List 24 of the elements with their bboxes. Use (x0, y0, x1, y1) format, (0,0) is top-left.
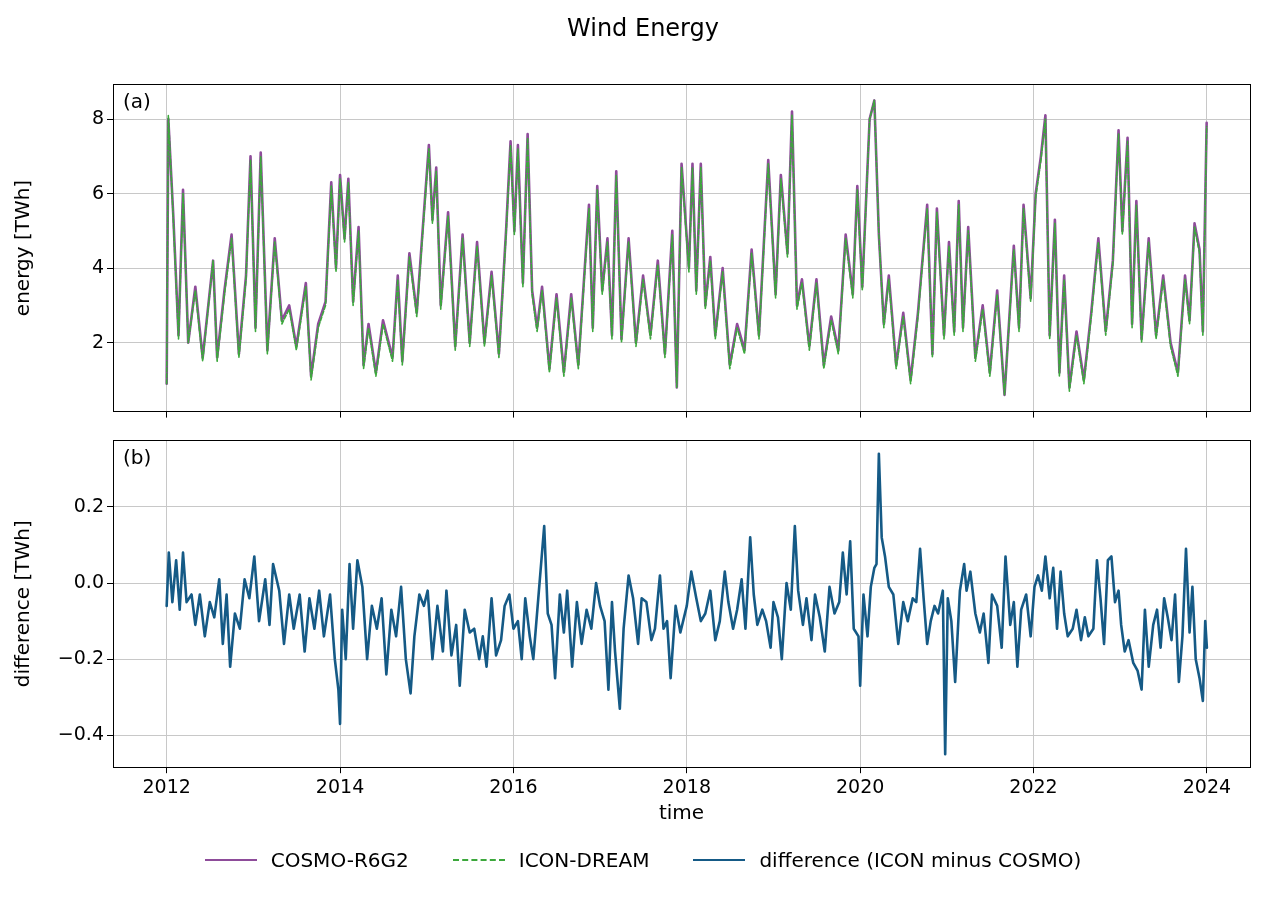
y-tick-label: 0.0 (73, 570, 104, 592)
annotation: (b) (123, 444, 152, 469)
legend-label: COSMO-R6G2 (270, 848, 409, 872)
y-tick-label: 4 (91, 255, 104, 278)
x-tick-label: 2024 (1182, 774, 1232, 797)
x-tick-label: 2018 (662, 774, 711, 797)
y-tick-label: 6 (91, 180, 104, 203)
y-tick-label: 2 (91, 329, 104, 352)
x-tick-label: 2020 (835, 774, 885, 797)
x-axis-title: time (658, 800, 705, 825)
annotation: (a) (123, 88, 151, 113)
y-tick-label: 0.2 (73, 493, 104, 516)
x-tick-label: 2016 (489, 774, 538, 797)
y-tick-label: −0.2 (57, 646, 104, 669)
y-tick-label: −0.4 (57, 722, 104, 745)
chart-title: Wind Energy (566, 13, 720, 44)
legend-label: difference (ICON minus COSMO) (759, 848, 1082, 872)
y-axis-title: energy [TWh] (10, 179, 35, 317)
x-tick-label: 2012 (142, 774, 191, 797)
x-tick-label: 2022 (1009, 774, 1058, 797)
y-axis-title: difference [TWh] (10, 520, 35, 688)
x-tick-label: 2014 (315, 774, 365, 797)
y-tick-label: 8 (91, 106, 104, 128)
legend-label: ICON-DREAM (518, 848, 650, 872)
